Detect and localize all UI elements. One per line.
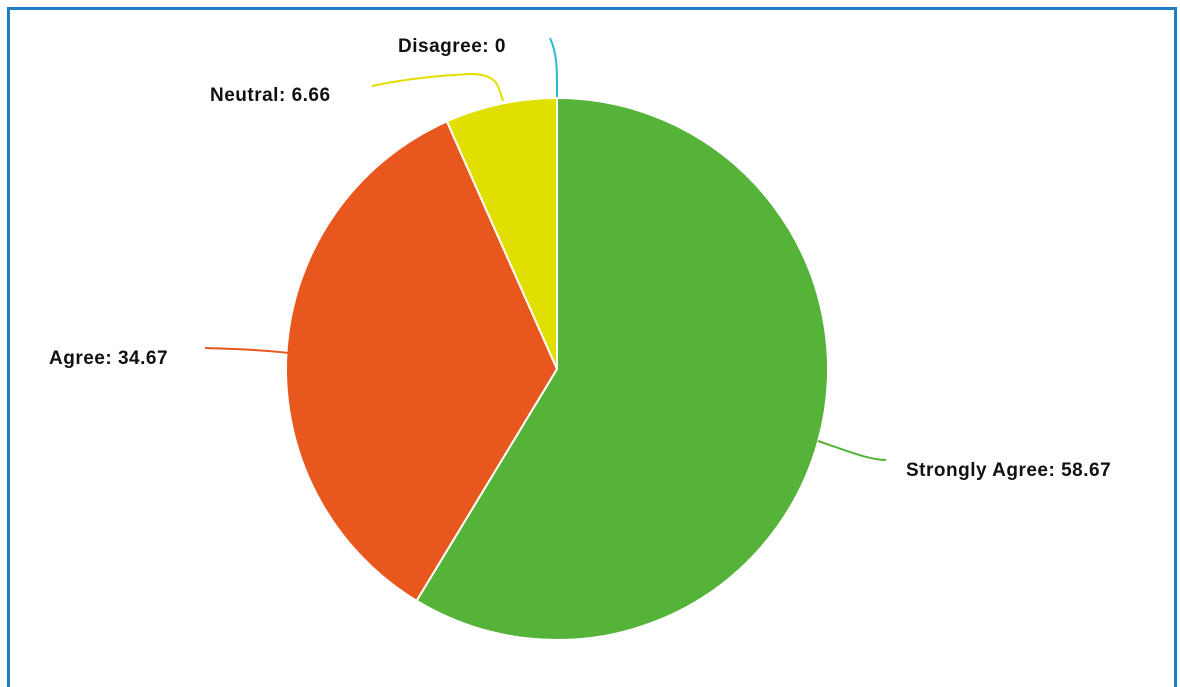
data-label-strongly-agree: Strongly Agree: 58.67 bbox=[906, 460, 1111, 481]
leader-line-neutral bbox=[371, 72, 504, 102]
data-label-neutral: Neutral: 6.66 bbox=[210, 85, 331, 106]
leader-line-strongly-agree bbox=[817, 440, 887, 461]
pie-slices bbox=[285, 97, 829, 641]
leader-line-disagree bbox=[549, 37, 559, 98]
pie-slice-neutral bbox=[445, 97, 558, 370]
leader-line-agree bbox=[204, 347, 290, 354]
data-labels: Strongly Agree: 58.67 Agree: 34.67 Neutr… bbox=[49, 36, 1111, 481]
data-label-disagree: Disagree: 0 bbox=[398, 36, 506, 57]
data-label-agree: Agree: 34.67 bbox=[49, 348, 168, 369]
leader-lines bbox=[204, 37, 887, 461]
